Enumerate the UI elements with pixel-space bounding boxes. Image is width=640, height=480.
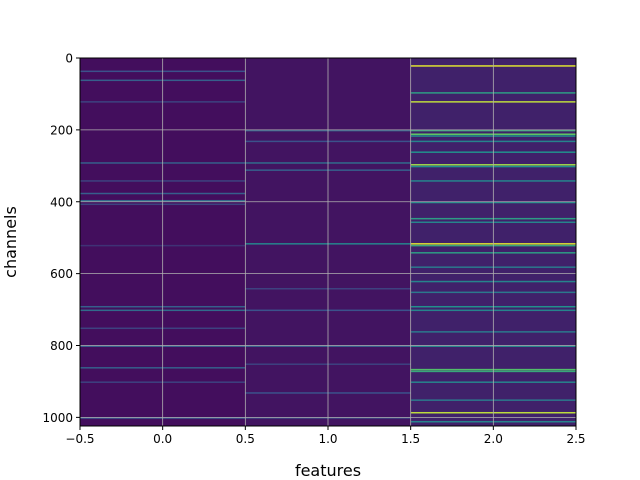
x-axis-label: features [295,461,361,480]
y-axis-label: channels [1,206,20,278]
x-axis-ticks: −0.5 0.0 0.5 1.0 1.5 2.0 2.5 [65,426,586,446]
x-tick-label: 1.0 [318,432,337,446]
x-tick-label: 2.0 [484,432,503,446]
x-tick-label: 2.5 [566,432,585,446]
x-tick-label: 1.5 [401,432,420,446]
y-tick-label: 800 [50,339,73,353]
x-tick-label: −0.5 [65,432,94,446]
x-tick-label: 0.5 [236,432,255,446]
y-tick-label: 200 [50,123,73,137]
y-tick-label: 0 [65,52,73,66]
y-tick-label: 400 [50,195,73,209]
x-tick-label: 0.0 [153,432,172,446]
y-tick-label: 1000 [42,411,73,425]
y-axis-ticks: 0 200 400 600 800 1000 [42,52,80,425]
y-tick-label: 600 [50,267,73,281]
